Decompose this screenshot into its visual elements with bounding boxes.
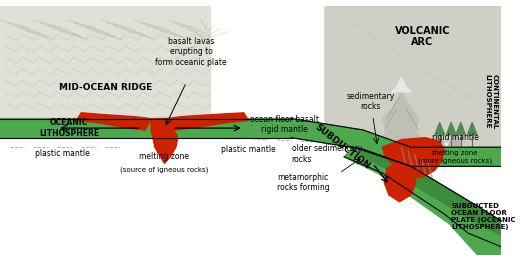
Text: melting zone: melting zone (139, 152, 189, 161)
Polygon shape (384, 163, 416, 202)
Text: rigid mantle: rigid mantle (432, 133, 478, 142)
Polygon shape (467, 122, 477, 135)
Text: SUBDUCTED
OCEAN FLOOR
PLATE (OCEANIC
LITHOSPHERE): SUBDUCTED OCEAN FLOOR PLATE (OCEANIC LIT… (451, 203, 516, 229)
Polygon shape (344, 147, 501, 255)
Polygon shape (378, 87, 425, 147)
Text: metamorphic
rocks forming: metamorphic rocks forming (277, 173, 330, 192)
Polygon shape (446, 122, 456, 135)
Polygon shape (167, 113, 248, 130)
Polygon shape (77, 113, 151, 130)
Polygon shape (0, 118, 501, 166)
Text: sedimentary
rocks: sedimentary rocks (347, 92, 395, 111)
Text: CONTINENTAL
LITHOSPHERE: CONTINENTAL LITHOSPHERE (485, 74, 498, 129)
Text: plastic mantle: plastic mantle (35, 149, 90, 158)
Text: older sedimentary
rocks: older sedimentary rocks (291, 144, 362, 164)
Polygon shape (447, 135, 463, 147)
Text: VOLCANIC
ARC: VOLCANIC ARC (395, 26, 450, 47)
Polygon shape (456, 122, 465, 135)
Text: basalt lavas
erupting to
form oceanic plate: basalt lavas erupting to form oceanic pl… (155, 37, 227, 67)
Polygon shape (151, 118, 178, 163)
Text: plastic mantle: plastic mantle (221, 145, 276, 154)
Text: OCEANIC
LITHOSPHERE: OCEANIC LITHOSPHERE (39, 118, 99, 138)
Text: (source of igneous rocks): (source of igneous rocks) (120, 167, 209, 173)
Polygon shape (0, 6, 210, 121)
Polygon shape (354, 147, 501, 235)
Text: SUBDUCTION: SUBDUCTION (313, 123, 372, 171)
Polygon shape (325, 6, 501, 147)
Polygon shape (430, 132, 445, 147)
Text: melting zone
(more igneous rocks): melting zone (more igneous rocks) (418, 150, 492, 164)
Text: ocean floor basalt
rigid mantle: ocean floor basalt rigid mantle (250, 115, 319, 134)
Polygon shape (383, 138, 444, 178)
Polygon shape (435, 122, 444, 135)
Text: MID-OCEAN RIDGE: MID-OCEAN RIDGE (59, 82, 152, 92)
Polygon shape (392, 78, 411, 92)
